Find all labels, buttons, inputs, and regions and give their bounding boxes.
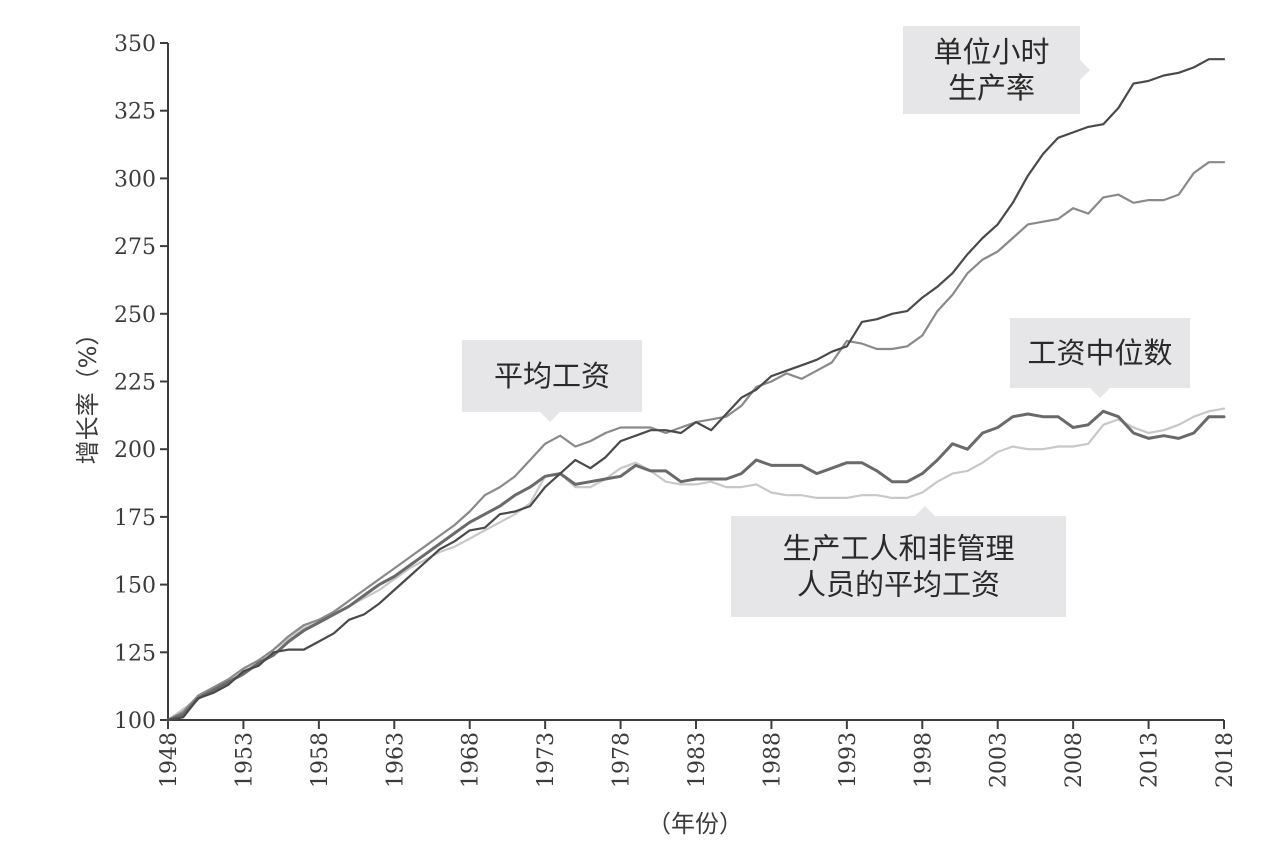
x-tick-label: 1973 [534, 732, 559, 788]
x-tick-label: 1963 [383, 732, 408, 788]
callout-pointer [1090, 388, 1110, 398]
x-tick-label: 1983 [685, 732, 710, 788]
y-tick-label: 150 [114, 574, 156, 599]
series-layer [166, 58, 1226, 722]
x-tick-label: 1948 [157, 732, 182, 788]
series-line-median-wage [166, 409, 1226, 722]
callout-pointer [915, 506, 935, 516]
callout-text: 平均工资 [494, 359, 610, 393]
callout-text: 生产率 [948, 71, 1035, 105]
y-tick-label: 325 [114, 100, 156, 125]
y-tick-label: 125 [114, 641, 156, 666]
x-tick-label: 2008 [1062, 732, 1087, 788]
callout-text: 人员的平均工资 [797, 568, 1000, 602]
callout-median-wage: 工资中位数 [1010, 318, 1190, 398]
callout-box [1010, 318, 1190, 388]
y-tick-label: 175 [114, 506, 156, 531]
x-tick-label: 1958 [308, 732, 333, 788]
callout-pointer [1080, 60, 1090, 80]
x-ticks: 1948 1953 1958 1963 1968 1973 1978 1983 1988 1993… [157, 720, 1238, 788]
y-tick-label: 300 [114, 167, 156, 192]
y-tick-label: 200 [114, 438, 156, 463]
series-line-productivity [166, 58, 1226, 722]
callout-box [731, 516, 1066, 617]
x-tick-label: 1968 [459, 732, 484, 788]
callout-box [903, 26, 1080, 114]
y-tick-label: 275 [114, 235, 156, 260]
callout-avg-wage: 平均工资 [462, 340, 642, 422]
callout-box [462, 340, 642, 412]
y-tick-label: 350 [114, 32, 156, 57]
callout-pointer [540, 412, 560, 422]
callout-text: 单位小时 [933, 35, 1049, 69]
callout-text: 工资中位数 [1027, 336, 1172, 370]
y-tick-label: 225 [114, 371, 156, 396]
y-tick-label: 250 [114, 303, 156, 328]
y-tick-label: 100 [114, 709, 156, 734]
x-tick-label: 2003 [987, 732, 1012, 788]
x-tick-label: 1998 [911, 732, 936, 788]
x-tick-label: 1993 [836, 732, 861, 788]
x-tick-label: 1988 [760, 732, 785, 788]
y-ticks: 100 125 150 175 200 225 250 275 300 325 350 [114, 32, 168, 734]
callout-text: 生产工人和非管理 [782, 532, 1014, 566]
x-tick-label: 2013 [1138, 732, 1163, 788]
x-tick-label: 1953 [232, 732, 257, 788]
x-tick-label: 1978 [610, 732, 635, 788]
y-axis-title: 增长率（%） [74, 322, 102, 465]
x-tick-label: 2018 [1213, 732, 1238, 788]
x-axis-title: （年份） [647, 810, 743, 838]
